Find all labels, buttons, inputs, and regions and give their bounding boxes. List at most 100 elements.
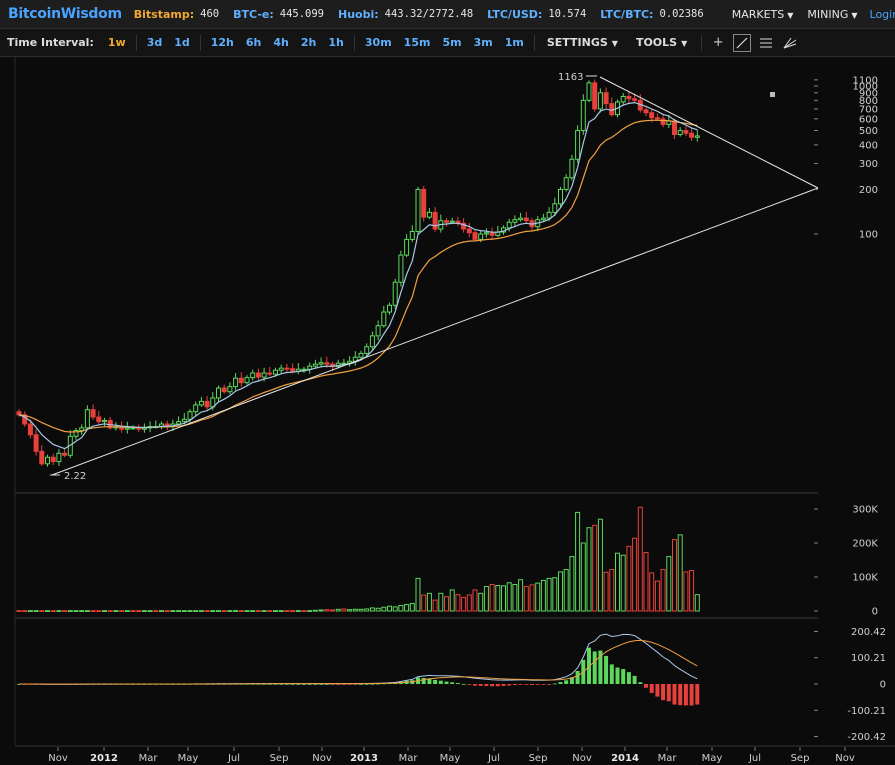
interval-15m[interactable]: 15m [403, 36, 431, 49]
ticker-bitstamp-label[interactable]: Bitstamp: [133, 7, 195, 21]
macd-histogram-bar [564, 680, 569, 684]
macd-histogram-bar [587, 647, 591, 684]
macd-histogram-bar [433, 679, 438, 684]
ticker-huobi-label[interactable]: Huobi: [338, 7, 379, 21]
interval-12h[interactable]: 12h [210, 36, 234, 49]
crosshair-icon[interactable]: + [712, 35, 724, 50]
volume-bar [261, 610, 267, 612]
volume-bar [580, 542, 586, 612]
volume-bar [107, 610, 113, 612]
macd-histogram-bar [530, 684, 534, 685]
candle-body [580, 99, 586, 132]
candle-body [632, 98, 638, 101]
candle-body [358, 352, 364, 358]
candle-body [478, 233, 484, 240]
settings-menu[interactable]: SETTINGS ▼ [547, 36, 618, 49]
volume-tick-label: 200K [852, 539, 878, 550]
volume-bar [586, 527, 592, 612]
volume-bar [198, 610, 204, 612]
interval-6h[interactable]: 6h [245, 36, 262, 49]
macd-histogram-bar [507, 684, 512, 686]
macd-histogram-bar [370, 683, 375, 685]
login-link[interactable]: Login [869, 7, 895, 21]
macd-histogram-bar [376, 683, 381, 685]
volume-bar [660, 569, 666, 612]
ticker-ltcbtc-label[interactable]: LTC/BTC: [600, 7, 654, 21]
macd-histogram-bar [598, 650, 603, 684]
candle-body [56, 452, 62, 463]
ticker-bitstamp-value: 460 [200, 8, 220, 20]
macd-histogram-bar [450, 682, 455, 684]
interval-1w[interactable]: 1w [107, 36, 126, 49]
interval-30m[interactable]: 30m [364, 36, 392, 49]
x-tick-label: 2012 [90, 753, 118, 764]
macd-histogram-bar [279, 683, 284, 685]
macd-histogram-bar [558, 682, 563, 684]
ticker-ltcusd-label[interactable]: LTC/USD: [487, 7, 543, 21]
volume-bar [335, 608, 341, 612]
volume-bar [683, 571, 689, 612]
macd-histogram-bar [615, 667, 620, 684]
volume-bar [318, 609, 324, 612]
interval-3m[interactable]: 3m [473, 36, 493, 49]
candle-body [375, 325, 381, 337]
volume-bar [221, 610, 227, 612]
volume-bar [90, 610, 96, 612]
candle-body [540, 217, 546, 221]
macd-histogram-bar [672, 684, 677, 705]
mining-menu[interactable]: MINING ▼ [807, 8, 857, 21]
interval-5m[interactable]: 5m [442, 36, 462, 49]
macd-panel [17, 633, 700, 706]
y-tick-label: 1000 [853, 82, 878, 93]
macd-histogram-bar [341, 684, 346, 685]
interval-1m[interactable]: 1m [504, 36, 524, 49]
volume-bar [643, 552, 649, 612]
ticker-btce-label[interactable]: BTC-e: [233, 7, 274, 21]
interval-1d[interactable]: 1d [174, 36, 190, 49]
volume-bar [364, 608, 370, 612]
volume-bar [227, 610, 233, 612]
volume-bar [558, 571, 563, 612]
macd-histogram-bar [319, 683, 324, 685]
volume-bar [130, 610, 136, 612]
volume-bar [506, 582, 512, 612]
tools-menu[interactable]: TOOLS ▼ [636, 36, 687, 49]
trendline-icon[interactable] [733, 33, 752, 52]
volume-bar [495, 585, 501, 612]
candle-body [233, 377, 239, 388]
y-tick-label: 500 [859, 126, 878, 137]
volume-bar [50, 610, 56, 612]
candle-body [421, 188, 427, 218]
volume-bar [67, 610, 73, 612]
volume-bar [649, 572, 655, 612]
macd-histogram-bar [267, 683, 272, 685]
markets-menu[interactable]: MARKETS ▼ [732, 8, 794, 21]
candle-body [341, 362, 347, 365]
markets-menu-label: MARKETS [731, 7, 785, 21]
interval-1h[interactable]: 1h [328, 36, 344, 49]
volume-bar [204, 610, 210, 612]
candle-body [22, 414, 28, 425]
horizontal-lines-icon[interactable] [757, 34, 775, 52]
macd-tick-label: 200.42 [851, 627, 886, 638]
candle-body [512, 219, 518, 223]
x-tick-label: Mar [399, 753, 419, 764]
volume-tick-label: 0 [872, 607, 878, 618]
volume-bar [426, 592, 432, 612]
candle-body [426, 211, 432, 218]
volume-bar [284, 610, 290, 612]
fan-icon[interactable] [781, 34, 799, 52]
interval-3d[interactable]: 3d [146, 36, 163, 49]
macd-histogram-bar [302, 683, 306, 685]
volume-bar [512, 583, 518, 612]
macd-histogram-bar [655, 684, 660, 697]
candle-body [255, 372, 261, 378]
macd-histogram-bar [666, 684, 671, 702]
interval-2h[interactable]: 2h [300, 36, 317, 49]
volume-bar [438, 592, 444, 612]
volume-bar [540, 579, 546, 612]
interval-4h[interactable]: 4h [273, 36, 289, 49]
brand-logo[interactable]: BitcoinWisdom [8, 6, 122, 22]
candle-body [489, 232, 495, 236]
